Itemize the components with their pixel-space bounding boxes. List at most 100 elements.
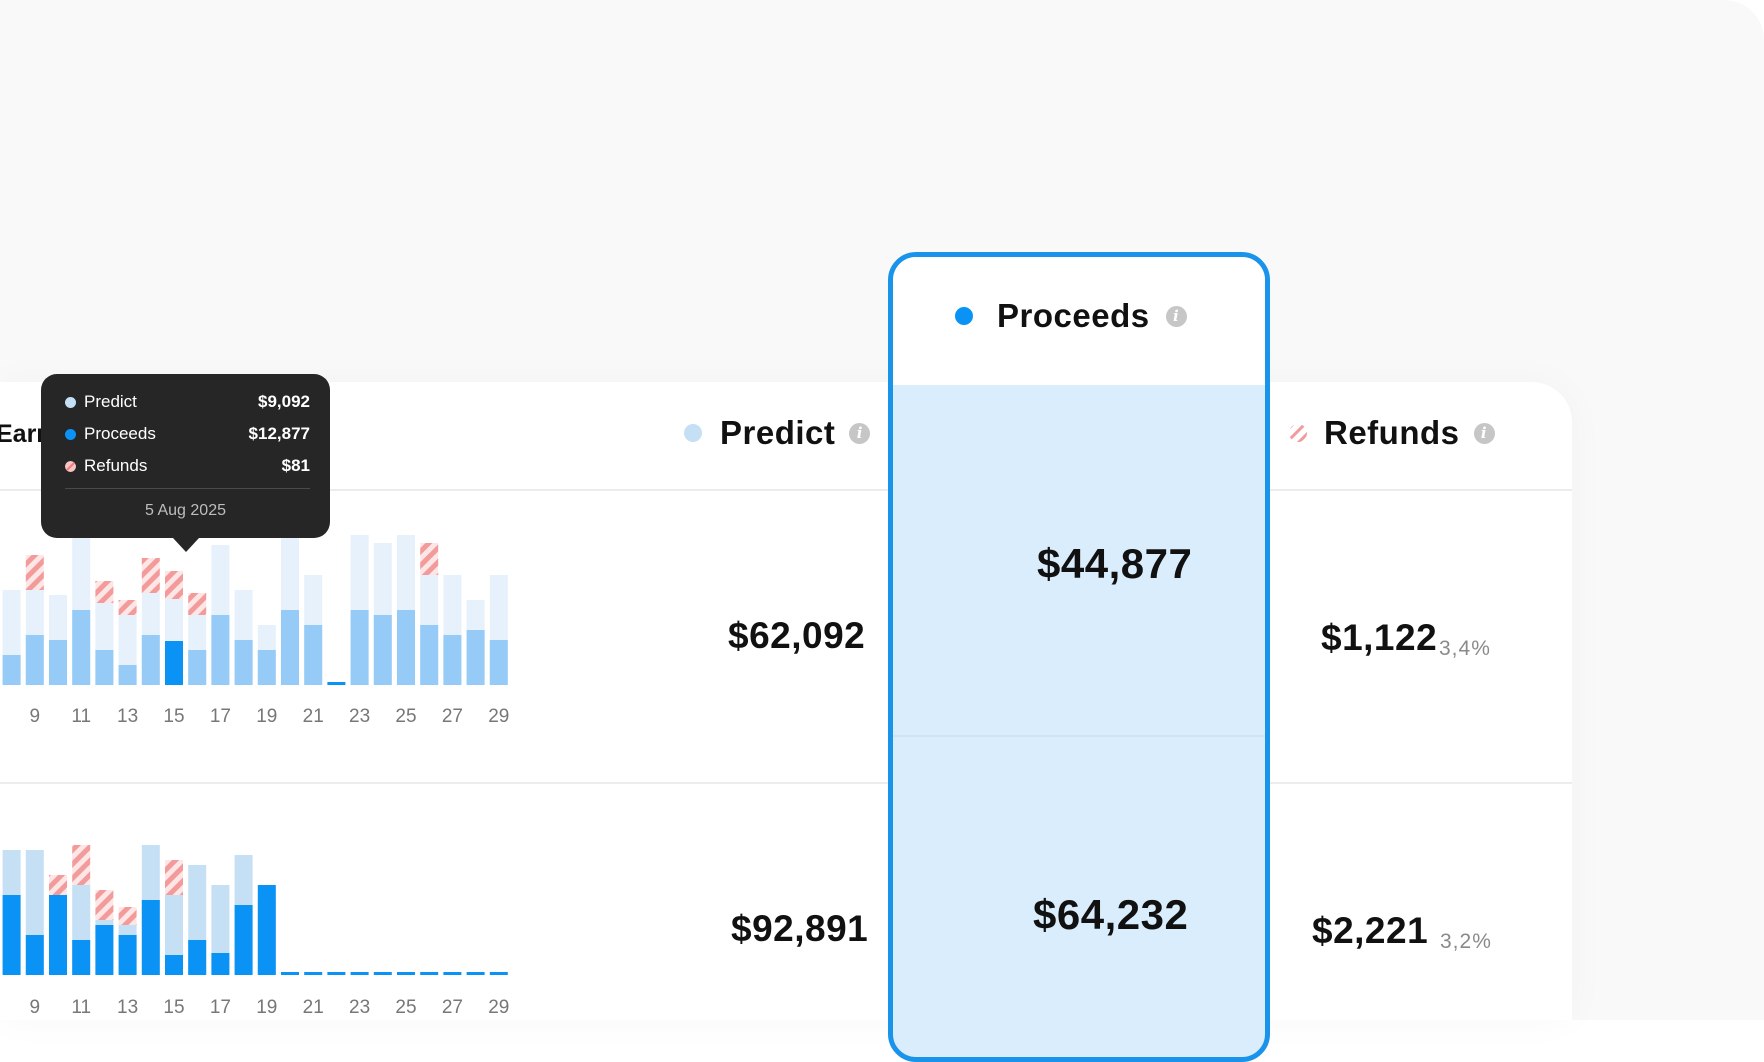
bar-refunds-day-12[interactable]	[95, 581, 114, 603]
x-tick-label: 19	[256, 997, 277, 1018]
bar-proceeds-day-15[interactable]	[165, 641, 183, 685]
bar-refunds-day-15[interactable]	[165, 571, 183, 599]
dot-predict-icon	[65, 396, 76, 408]
bar-proceeds-day-26[interactable]	[420, 625, 439, 685]
bar-proceeds-day-14[interactable]	[141, 635, 160, 685]
bar-refunds-day-14[interactable]	[141, 558, 160, 593]
bar-refunds-day-26[interactable]	[420, 543, 439, 575]
bar-empty-day-26[interactable]	[420, 972, 439, 975]
bar-empty-day-22[interactable]	[327, 682, 346, 685]
bar-refunds-day-10[interactable]	[49, 875, 67, 900]
tooltip-value: $12,877	[248, 424, 310, 443]
x-tick-label: 25	[395, 997, 416, 1018]
bar-proceeds-day-17[interactable]	[211, 615, 230, 685]
proceeds-column-highlight[interactable]: Proceeds i $44,877 $64,232	[888, 252, 1270, 1062]
earnings-chart-row-2[interactable]: 9 11 13 15 17 19 21 23 25 27 29	[0, 820, 570, 1020]
bar-proceeds-day-29[interactable]	[489, 640, 508, 685]
bar-empty-day-27[interactable]	[443, 972, 462, 975]
tooltip-value: $81	[281, 456, 310, 475]
bar-proceeds-day-14[interactable]	[141, 900, 160, 975]
info-icon[interactable]: i	[1165, 305, 1187, 327]
x-tick-label: 11	[71, 706, 91, 727]
bar-refunds-day-13[interactable]	[118, 600, 137, 615]
bar-empty-day-22[interactable]	[327, 972, 346, 975]
bar-proceeds-day-16[interactable]	[188, 940, 207, 975]
tooltip-label: Proceeds	[84, 424, 156, 443]
striped-dot-refunds-icon	[65, 460, 76, 472]
tooltip-value: $9,092	[258, 392, 310, 411]
proceeds-column-header: Proceeds i	[893, 257, 1265, 385]
x-tick-label: 29	[488, 997, 509, 1018]
x-tick-label: 15	[163, 706, 184, 727]
bar-proceeds-day-25[interactable]	[397, 610, 415, 685]
bar-empty-day-28[interactable]	[466, 972, 485, 975]
earnings-chart-row-1[interactable]: 7911131517192123252729	[0, 530, 570, 740]
x-tick-label: 23	[349, 997, 370, 1018]
bar-proceeds-day-23[interactable]	[350, 610, 369, 685]
bar-proceeds-day-15[interactable]	[165, 955, 183, 975]
proceeds-row-divider	[893, 735, 1265, 737]
bar-predict-day-17[interactable]	[211, 885, 230, 975]
column-header-proceeds[interactable]: Proceeds i	[955, 297, 1187, 335]
x-tick-label: 11	[71, 997, 91, 1018]
bar-proceeds-day-21[interactable]	[304, 625, 323, 685]
bar-refunds-day-15[interactable]	[165, 860, 183, 895]
tooltip-date: 5 Aug 2025	[145, 502, 226, 519]
bar-empty-day-29[interactable]	[489, 972, 508, 975]
x-tick-label: 27	[442, 997, 463, 1018]
bar-proceeds-day-11[interactable]	[72, 940, 91, 975]
bar-proceeds-day-12[interactable]	[95, 650, 114, 685]
x-tick-label: 23	[349, 706, 370, 727]
bar-proceeds-day-10[interactable]	[49, 895, 67, 975]
x-tick-label: 9	[30, 997, 41, 1018]
bar-refunds-day-13[interactable]	[118, 907, 137, 925]
bar-empty-day-20[interactable]	[281, 972, 299, 975]
tooltip-label: Predict	[84, 392, 137, 411]
bar-proceeds-day-17[interactable]	[211, 953, 230, 975]
tooltip-pointer	[173, 538, 199, 552]
proceeds-value-row-2: $64,232	[1033, 891, 1189, 938]
refunds-percent-row-2: 3,2%	[1440, 930, 1492, 953]
bar-proceeds-day-24[interactable]	[373, 615, 392, 685]
bar-proceeds-day-10[interactable]	[49, 640, 67, 685]
bar-empty-day-25[interactable]	[397, 972, 415, 975]
bar-proceeds-day-19[interactable]	[257, 885, 276, 975]
tooltip-label: Refunds	[84, 456, 148, 475]
bar-empty-day-24[interactable]	[373, 972, 392, 975]
predict-value-row-2: $92,891	[731, 908, 869, 949]
bar-refunds-day-9[interactable]	[25, 555, 44, 590]
bar-proceeds-day-27[interactable]	[443, 635, 462, 685]
bar-refunds-day-16[interactable]	[188, 593, 207, 615]
bar-proceeds-day-13[interactable]	[118, 935, 137, 975]
chart-tooltip: Predict $9,092 Proceeds $12,877 Refunds …	[41, 374, 330, 538]
column-header-predict[interactable]: Predict i	[684, 414, 871, 452]
bar-proceeds-day-18[interactable]	[234, 640, 253, 685]
info-icon[interactable]: i	[1473, 422, 1495, 444]
bar-refunds-day-11[interactable]	[72, 845, 91, 885]
bar-proceeds-day-8[interactable]	[2, 895, 21, 975]
bar-proceeds-day-9[interactable]	[25, 935, 44, 975]
bar-proceeds-day-18[interactable]	[234, 905, 253, 975]
bar-refunds-day-12[interactable]	[95, 890, 114, 920]
refunds-value-row-1: $1,122	[1321, 617, 1438, 658]
bar-proceeds-day-20[interactable]	[281, 610, 299, 685]
bar-proceeds-day-12[interactable]	[95, 925, 114, 975]
bar-proceeds-day-11[interactable]	[72, 610, 91, 685]
info-icon[interactable]: i	[849, 422, 871, 444]
bar-proceeds-day-8[interactable]	[2, 655, 21, 685]
bar-proceeds-day-19[interactable]	[257, 650, 276, 685]
bar-proceeds-day-13[interactable]	[118, 665, 137, 685]
bar-empty-day-21[interactable]	[304, 972, 323, 975]
x-tick-label: 17	[210, 706, 231, 727]
bar-proceeds-day-9[interactable]	[25, 635, 44, 685]
tooltip-row-predict: Predict $9,092	[65, 392, 310, 412]
predict-label: Predict	[720, 414, 836, 451]
dot-proceeds-icon	[955, 307, 973, 325]
predict-value-row-1: $62,092	[728, 615, 866, 656]
bar-proceeds-day-28[interactable]	[466, 630, 485, 685]
refunds-label: Refunds	[1324, 414, 1460, 451]
bar-empty-day-23[interactable]	[350, 972, 369, 975]
refunds-value-row-2: $2,221	[1312, 910, 1429, 951]
bar-proceeds-day-16[interactable]	[188, 650, 207, 685]
column-header-refunds[interactable]: Refunds i	[1288, 414, 1495, 452]
